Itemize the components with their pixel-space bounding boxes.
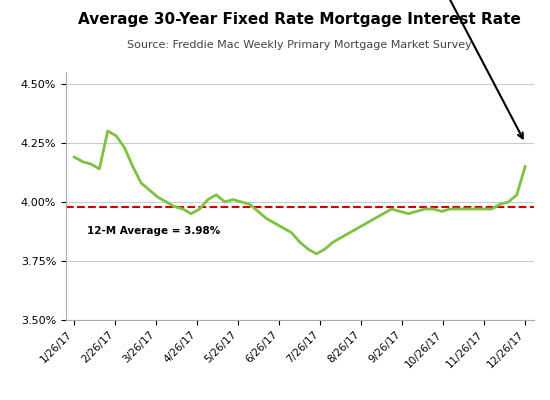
Text: 12-M Average = 3.98%: 12-M Average = 3.98%: [87, 226, 220, 236]
Text: Source: Freddie Mac Weekly Primary Mortgage Market Survey: Source: Freddie Mac Weekly Primary Mortg…: [128, 40, 472, 50]
Text: Average 30-Year Fixed Rate Mortgage Interest Rate: Average 30-Year Fixed Rate Mortgage Inte…: [78, 12, 521, 27]
Text: Current Rate = 4.15%: Current Rate = 4.15%: [311, 0, 523, 138]
